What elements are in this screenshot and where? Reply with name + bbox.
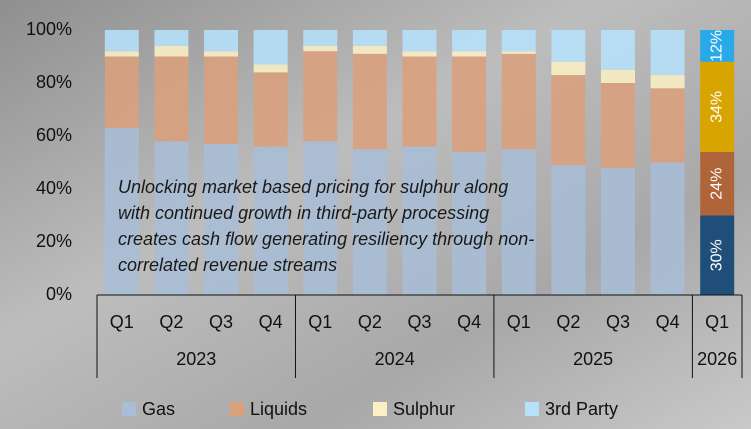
bar-segment	[154, 57, 188, 142]
legend-label: 3rd Party	[545, 399, 618, 419]
bar-segment	[204, 30, 238, 51]
legend-swatch	[230, 402, 244, 416]
bar-segment	[105, 30, 139, 51]
y-tick-label: 20%	[36, 231, 72, 251]
annotation: correlated revenue streams	[118, 255, 337, 275]
bar-segment	[502, 51, 536, 54]
bar-segment	[601, 168, 635, 295]
bar-segment	[303, 46, 337, 51]
x-tick-label: Q1	[308, 312, 332, 332]
bar-segment	[204, 57, 238, 144]
bar-segment	[403, 30, 437, 51]
bar-segment	[353, 46, 387, 54]
bar-segment	[254, 30, 288, 64]
legend-label: Liquids	[250, 399, 307, 419]
y-tick-label: 100%	[26, 19, 72, 39]
bar-segment	[452, 30, 486, 51]
bar-segment	[254, 64, 288, 72]
legend-swatch	[373, 402, 387, 416]
bar-segment	[502, 149, 536, 295]
bar-segment	[601, 30, 635, 70]
y-tick-label: 80%	[36, 72, 72, 92]
bar-segment	[651, 30, 685, 75]
bar-segment	[403, 57, 437, 147]
group-label: 2023	[176, 349, 216, 369]
x-tick-label: Q2	[358, 312, 382, 332]
bar-segment	[502, 30, 536, 51]
bar-segment	[204, 51, 238, 56]
bar-segment	[403, 51, 437, 56]
bar-segment	[254, 72, 288, 146]
x-tick-label: Q3	[606, 312, 630, 332]
x-tick-label: Q3	[209, 312, 233, 332]
y-tick-label: 40%	[36, 178, 72, 198]
bar-segment	[452, 51, 486, 56]
value-label: 24%	[708, 168, 725, 200]
y-tick-label: 60%	[36, 125, 72, 145]
group-label: 2025	[573, 349, 613, 369]
x-tick-label: Q2	[159, 312, 183, 332]
x-tick-label: Q1	[110, 312, 134, 332]
bar-segment	[303, 30, 337, 46]
bar-segment	[651, 163, 685, 296]
annotation: with continued growth in third-party pro…	[118, 203, 489, 223]
bar-segment	[551, 165, 585, 295]
bar-segment	[353, 54, 387, 149]
bar-segment	[105, 57, 139, 129]
x-tick-label: Q1	[705, 312, 729, 332]
bar-segment	[303, 51, 337, 141]
x-tick-label: Q4	[457, 312, 481, 332]
legend-label: Sulphur	[393, 399, 455, 419]
bar-segment	[154, 30, 188, 46]
x-tick-label: Q1	[507, 312, 531, 332]
x-tick-label: Q3	[407, 312, 431, 332]
bar-segment	[551, 30, 585, 62]
bar-segment	[353, 30, 387, 46]
x-tick-label: Q4	[259, 312, 283, 332]
y-tick-label: 0%	[46, 284, 72, 304]
bar-segment	[551, 62, 585, 75]
bar-segment	[452, 152, 486, 295]
legend-label: Gas	[142, 399, 175, 419]
bar-segment	[651, 88, 685, 162]
value-label: 12%	[708, 30, 725, 62]
value-label: 30%	[708, 239, 725, 271]
x-tick-label: Q4	[656, 312, 680, 332]
value-label: 34%	[708, 91, 725, 123]
bar-segment	[601, 70, 635, 83]
chart: 0% 20% 40% 60% 80% 100% 30% 24% 34% 12% Unlocking …	[0, 0, 751, 429]
bar-segment	[601, 83, 635, 168]
bar-segment	[452, 57, 486, 152]
x-tick-label: Q2	[556, 312, 580, 332]
annotation: Unlocking market based pricing for sulph…	[118, 177, 508, 197]
group-label: 2024	[375, 349, 415, 369]
bar-segment	[551, 75, 585, 165]
bar-segment	[651, 75, 685, 88]
group-label: 2026	[697, 349, 737, 369]
legend-swatch	[525, 402, 539, 416]
legend-swatch	[122, 402, 136, 416]
bar-segment	[105, 51, 139, 56]
annotation: creates cash flow generating resiliency …	[118, 229, 534, 249]
bar-segment	[502, 54, 536, 149]
bar-segment	[154, 46, 188, 57]
